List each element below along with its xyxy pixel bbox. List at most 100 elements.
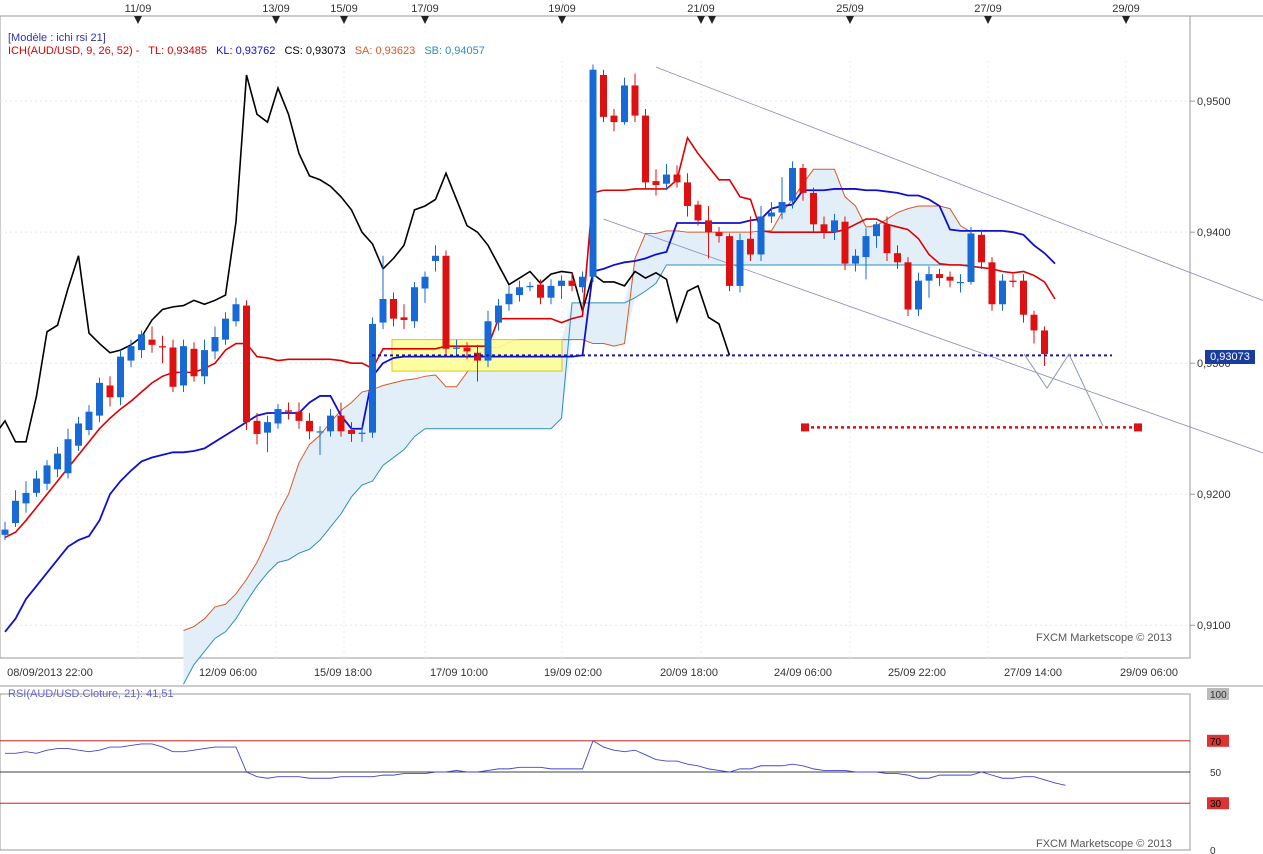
candle-body	[852, 255, 859, 264]
candle-body	[253, 420, 261, 434]
candle-body	[75, 423, 82, 446]
sa-value: SA: 0,93623	[354, 45, 416, 57]
rsi-level-label: 50	[1210, 768, 1222, 779]
candle-body	[138, 334, 145, 351]
candle-body	[537, 284, 544, 298]
top-date-label: 27/09	[974, 3, 1002, 15]
senkou-b-line	[183, 264, 971, 685]
candle-body	[715, 232, 723, 237]
candle-body	[411, 287, 418, 322]
date-marker-icon	[272, 16, 280, 24]
top-date-label: 17/09	[411, 3, 439, 15]
date-marker-icon	[134, 16, 142, 24]
candle-body	[358, 432, 366, 434]
price-copyright: FXCM Marketscope © 2013	[1036, 632, 1172, 644]
candle-body	[201, 350, 208, 377]
candle-body	[831, 220, 838, 233]
candle-body	[946, 276, 954, 281]
candle-body	[442, 255, 450, 349]
date-marker-icon	[697, 16, 705, 24]
bottom-date-label: 27/09 14:00	[1004, 667, 1062, 679]
top-date-label: 29/09	[1112, 3, 1140, 15]
date-marker-icon	[558, 16, 566, 24]
candle-body	[64, 439, 72, 474]
candle-body	[316, 431, 324, 433]
candle-body	[957, 281, 964, 284]
candle-body	[673, 174, 681, 183]
date-marker-icon	[984, 16, 992, 24]
bottom-date-label: 15/09 18:00	[314, 667, 372, 679]
candle-body	[999, 280, 1006, 305]
candle-body	[463, 347, 471, 352]
template-label: [Modèle : ichi rsi 21]	[8, 32, 106, 44]
y-tick-label: 0,9200	[1197, 489, 1231, 501]
bottom-date-label: 12/09 06:00	[199, 667, 257, 679]
candle-body	[211, 337, 219, 352]
candle-body	[894, 253, 901, 263]
candle-body	[631, 85, 639, 116]
candle-body	[421, 276, 429, 289]
candle-body	[390, 299, 397, 319]
candle-body	[579, 276, 586, 288]
candle-body	[232, 304, 240, 322]
candle-body	[621, 85, 628, 123]
candle-body	[694, 204, 702, 221]
target-start-marker	[801, 423, 809, 432]
candle-body	[558, 280, 565, 286]
ichimoku-legend: ICH(AUD/USD, 9, 26, 52) - TL: 0,93485 KL…	[8, 45, 1188, 58]
date-marker-icon	[846, 16, 854, 24]
candle-body	[117, 356, 124, 398]
bottom-date-label: 19/09 02:00	[544, 667, 602, 679]
candle-body	[610, 115, 618, 123]
candle-body	[642, 115, 649, 183]
candle-body	[778, 202, 786, 213]
rsi-line	[5, 740, 1066, 786]
top-date-label: 21/09	[687, 3, 715, 15]
top-date-label: 25/09	[836, 3, 864, 15]
candle-body	[652, 181, 660, 186]
candle-body	[768, 212, 775, 217]
candle-body	[810, 192, 817, 225]
candle-body	[180, 346, 187, 386]
target-end-marker	[1134, 423, 1142, 432]
rsi-level-label: 0	[1210, 846, 1216, 854]
bottom-date-label: 29/09 06:00	[1120, 667, 1178, 679]
candle-body	[1009, 280, 1017, 282]
candle-body	[936, 274, 943, 279]
candle-body	[684, 182, 691, 206]
candle-body	[547, 285, 555, 298]
y-tick-label: 0,9400	[1197, 227, 1231, 239]
kl-value: KL: 0,93762	[216, 45, 276, 57]
top-date-label: 13/09	[262, 3, 290, 15]
bottom-date-label: 17/09 10:00	[430, 667, 488, 679]
projection-path	[1023, 353, 1104, 427]
candle-body	[306, 420, 313, 432]
rsi-level-label: 100	[1210, 690, 1227, 701]
candle-body	[222, 318, 229, 340]
candle-body	[106, 385, 114, 398]
candle-body	[379, 299, 387, 323]
candle-body	[264, 422, 271, 433]
bottom-date-label: 24/09 06:00	[774, 667, 832, 679]
candle-body	[190, 348, 198, 377]
date-marker-icon	[421, 16, 429, 24]
candle-body	[274, 409, 282, 424]
y-tick-label: 0,9100	[1197, 620, 1231, 632]
indicator-legend: [Modèle : ichi rsi 21] ICH(AUD/USD, 9, 2…	[8, 32, 1188, 60]
rsi-level-tag-bg	[1207, 797, 1229, 810]
candle-body	[159, 346, 166, 348]
date-marker-icon	[340, 16, 348, 24]
candle-body	[873, 224, 880, 237]
candle-body	[127, 346, 135, 361]
candle-body	[1020, 280, 1027, 315]
candle-body	[33, 478, 40, 493]
candle-body	[1, 529, 9, 535]
candle-body	[967, 233, 975, 282]
candle-body	[337, 415, 345, 432]
rsi-legend: RSI(AUD/USD.Cloture, 21): 41,51	[8, 688, 174, 700]
candle-body	[736, 240, 744, 286]
candle-body	[484, 321, 492, 361]
sb-value: SB: 0,94057	[424, 45, 485, 57]
candle-body	[85, 411, 93, 431]
